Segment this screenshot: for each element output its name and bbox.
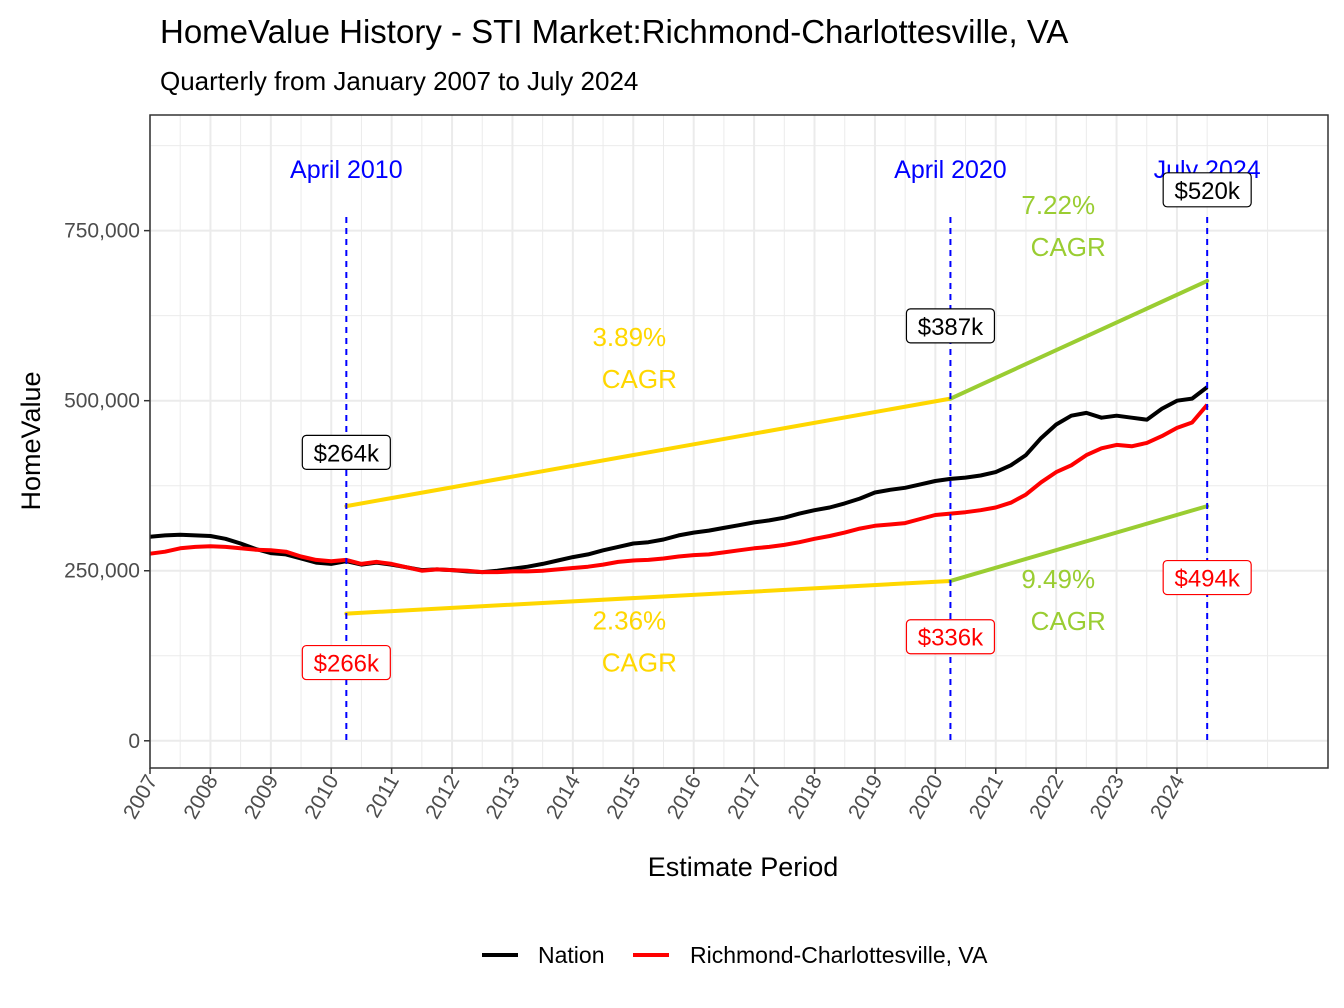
x-tick-label: 2018	[784, 771, 827, 823]
series-line-market	[149, 403, 1209, 575]
value-label-box-0	[301, 434, 391, 470]
x-tick-label: 2014	[542, 771, 585, 823]
y-tick-label: 250,000	[64, 560, 140, 583]
value-label-box-5	[1162, 559, 1252, 596]
y-tick-label: 500,000	[64, 390, 140, 413]
x-tick-label: 2010	[300, 771, 343, 823]
value-label-box-4	[905, 619, 996, 655]
value-label-2: $520k	[1174, 178, 1240, 205]
x-tick-label: 2008	[179, 771, 222, 823]
cagr-word-0: CAGR	[602, 364, 677, 394]
x-tick-label: 2019	[844, 771, 887, 823]
y-tick-label: 0	[128, 730, 140, 753]
annotations: 3.89% CAGR 2.36% CAGR 7.22% CAGR 9.49% CAGR $264…	[301, 172, 1252, 681]
plot-panel-border	[149, 114, 1329, 769]
y-axis-title: HomeValue	[16, 371, 46, 510]
cagr-word-1: CAGR	[602, 647, 677, 677]
cagr-trend-line-2	[948, 278, 1210, 401]
x-tick-label: 2023	[1086, 771, 1129, 823]
value-label-1: $387k	[918, 314, 984, 341]
x-tick-label: 2022	[1025, 771, 1068, 823]
x-axis-title: Estimate Period	[648, 852, 839, 882]
series-lines	[149, 385, 1209, 575]
period-marker-label-1: April 2020	[894, 156, 1007, 184]
cagr-word-3: CAGR	[1031, 606, 1106, 636]
x-tick-label: 2016	[663, 771, 706, 823]
chart-title: HomeValue History - STI Market:Richmond-…	[160, 13, 1068, 50]
x-tick-label: 2017	[723, 771, 766, 823]
x-tick-label: 2020	[904, 771, 947, 823]
x-tick-label: 2024	[1146, 771, 1189, 823]
y-tick-label: 750,000	[64, 220, 140, 243]
x-tick-label: 2015	[602, 771, 645, 823]
cagr-word-2: CAGR	[1031, 232, 1106, 262]
period-markers: April 2010 April 2020 July 2024	[290, 156, 1261, 741]
value-label-5: $494k	[1174, 566, 1240, 593]
value-label-3: $266k	[314, 651, 380, 678]
x-tick-label: 2012	[421, 771, 464, 823]
cagr-trend-line-3	[948, 504, 1210, 583]
chart-subtitle: Quarterly from January 2007 to July 2024	[160, 66, 638, 96]
x-tick-label: 2011	[361, 771, 404, 822]
x-tick-label: 2009	[240, 771, 283, 823]
x-tick-label: 2007	[119, 771, 162, 823]
legend-label-0: Nation	[538, 942, 604, 968]
legend: Nation Richmond-Charlottesville, VA	[482, 942, 988, 968]
cagr-trend-line-1	[344, 578, 953, 616]
cagr-percent-2: 7.22%	[1021, 190, 1095, 220]
value-label-box-3	[301, 644, 391, 681]
value-label-0: $264k	[314, 440, 380, 467]
value-label-box-2	[1162, 172, 1252, 208]
value-label-4: $336k	[918, 625, 984, 652]
legend-label-1: Richmond-Charlottesville, VA	[690, 942, 988, 968]
cagr-percent-1: 2.36%	[592, 605, 666, 635]
trend-lines	[344, 278, 1210, 616]
cagr-percent-3: 9.49%	[1021, 564, 1095, 594]
x-axis: 2007 2008 2009 2010 2011 2012 2013 2014 2015 2016…	[119, 768, 1189, 823]
x-tick-label: 2013	[482, 771, 525, 823]
panel-border	[149, 114, 1329, 769]
value-label-box-1	[905, 308, 996, 344]
x-tick-label: 2021	[965, 771, 1008, 823]
period-marker-label-0: April 2010	[290, 156, 403, 184]
series-line-nation	[149, 385, 1209, 575]
cagr-percent-0: 3.89%	[592, 322, 666, 352]
y-axis: 0 250,000 500,000 750,000	[64, 220, 150, 753]
cagr-trend-line-0	[344, 396, 953, 509]
